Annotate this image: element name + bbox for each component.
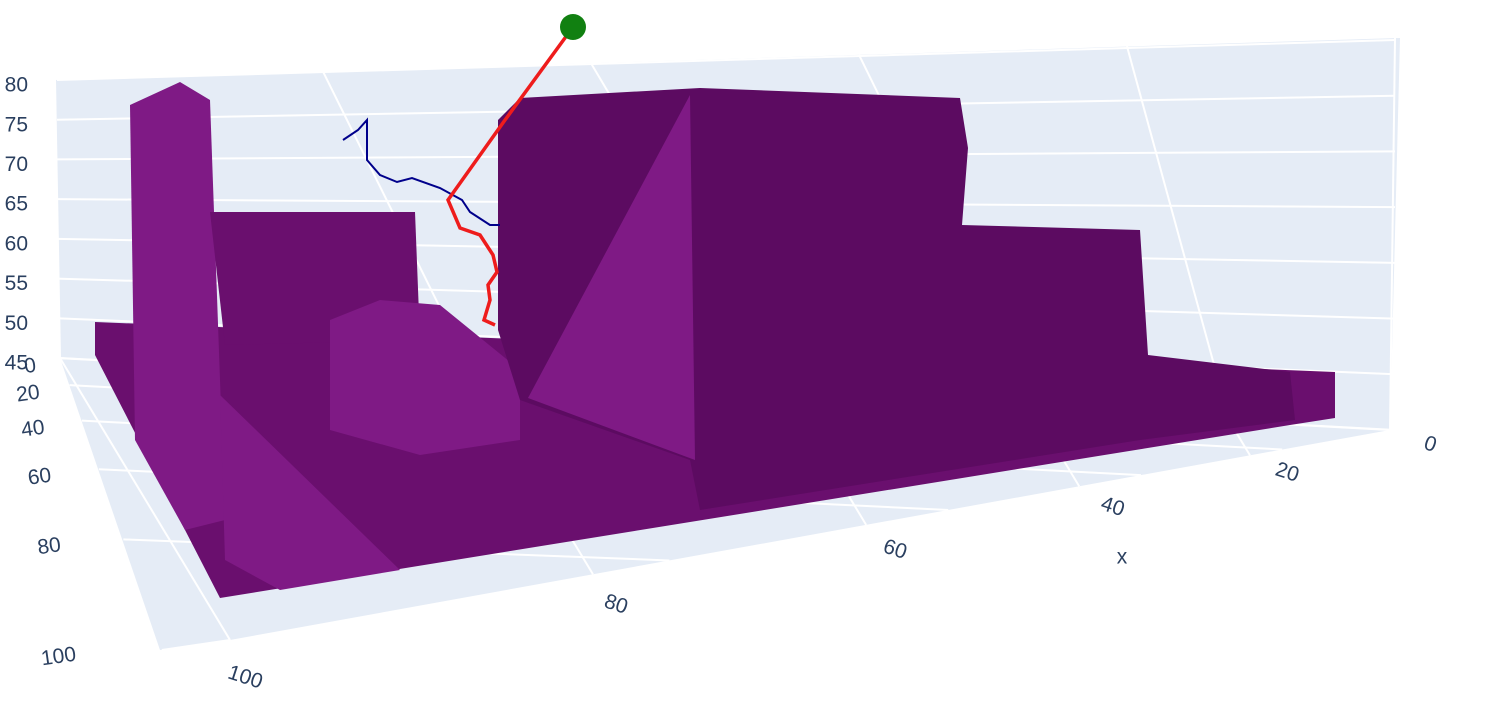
axis-labels: 45 50 55 60 65 70 75 80 0 20 40 60 80 100 0 20 40 60 80 100 bbox=[5, 74, 1440, 694]
planned-path bbox=[446, 25, 575, 327]
z-tick-label: 50 bbox=[5, 312, 28, 335]
y-tick-label: 40 bbox=[20, 416, 46, 442]
obstacle-ramp bbox=[220, 395, 400, 590]
y-grid-line bbox=[161, 639, 231, 651]
y-tick-label: 0 bbox=[23, 354, 38, 378]
y-tick-label: 20 bbox=[15, 381, 41, 407]
x-tick-label: 80 bbox=[601, 590, 630, 619]
z-tick-label: 80 bbox=[5, 74, 28, 97]
y-tick-label: 100 bbox=[40, 643, 78, 671]
x-axis-title: x bbox=[1117, 546, 1128, 569]
z-tick-label: 75 bbox=[5, 113, 28, 136]
x-wall-grid-line bbox=[1389, 37, 1396, 431]
x-tick-label: 20 bbox=[1273, 458, 1302, 487]
z-grid-line bbox=[56, 39, 1396, 81]
y-tick-label: 60 bbox=[26, 464, 52, 490]
z-tick-label: 45 bbox=[5, 352, 28, 375]
z-tick-label: 70 bbox=[5, 153, 28, 176]
x-tick-label: 0 bbox=[1421, 431, 1439, 456]
obstacle-face bbox=[528, 95, 695, 460]
x-tick-label: 100 bbox=[225, 661, 265, 694]
start-marker bbox=[560, 14, 586, 40]
x-tick-label: 60 bbox=[880, 535, 909, 564]
x-wall-grid-line bbox=[54, 79, 61, 359]
obstacle-pillar bbox=[130, 82, 225, 530]
x-tick-label: 40 bbox=[1098, 492, 1127, 521]
obstacle-cylinder bbox=[330, 300, 520, 455]
y-tick-label: 80 bbox=[36, 533, 62, 559]
z-tick-label: 65 bbox=[5, 193, 28, 216]
obstacle-block bbox=[498, 88, 1295, 510]
obstacles bbox=[95, 82, 1335, 598]
x-wall-grid-line bbox=[1126, 46, 1231, 422]
x-grid-line bbox=[59, 357, 231, 641]
z-tick-label: 60 bbox=[5, 232, 28, 255]
z-tick-label: 55 bbox=[5, 272, 28, 295]
explored-path bbox=[342, 117, 500, 226]
